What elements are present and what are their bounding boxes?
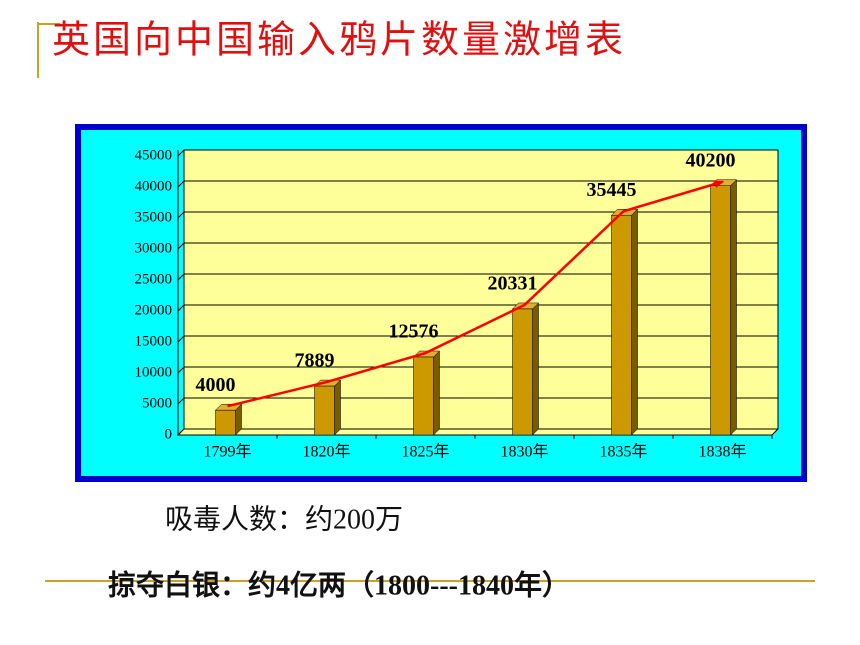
value-label: 40200: [686, 149, 736, 171]
grid-line: [177, 304, 778, 312]
y-tick-label: 25000: [135, 271, 173, 287]
value-label: 7889: [295, 350, 335, 372]
x-tick-label: 1825年: [401, 443, 449, 461]
x-tick-label: 1820年: [302, 443, 350, 461]
x-tick-label: 1835年: [599, 443, 647, 461]
y-tick-label: 10000: [135, 364, 173, 380]
bar: [314, 385, 335, 436]
y-tick-label: 35000: [135, 209, 173, 225]
annotation: 掠夺白银：约4亿两（1800---1840年）: [108, 568, 570, 601]
y-tick-label: 0: [165, 426, 173, 442]
grid-line: [177, 397, 778, 405]
annotation: 吸毒人数：约200万: [165, 503, 403, 535]
grid-line: [177, 242, 778, 250]
bar: [215, 409, 236, 436]
grid-line: [177, 428, 778, 436]
value-label: 12576: [389, 321, 439, 343]
bar: [710, 185, 731, 436]
x-tick-label: 1799年: [203, 443, 251, 461]
bar: [611, 214, 632, 436]
value-label: 20331: [488, 273, 538, 295]
grid-line: [177, 273, 778, 281]
bar: [512, 308, 533, 436]
slide-title: 英国向中国输入鸦片数量激增表: [52, 20, 626, 62]
x-tick-label: 1830年: [500, 443, 548, 461]
bar-side: [631, 208, 638, 436]
grid-line: [177, 149, 778, 157]
y-tick-label: 5000: [142, 395, 172, 411]
bar-side: [532, 302, 539, 436]
y-tick-label: 15000: [135, 333, 173, 349]
grid-line: [177, 211, 778, 219]
y-tick-label: 40000: [135, 178, 173, 194]
plot: 0 5000 10000 15000 20000 25000 30000 35000 40000…: [135, 147, 778, 461]
grid-line: [177, 180, 778, 188]
grid-line: [177, 366, 778, 374]
bar-side: [334, 379, 341, 436]
trend-line: [227, 180, 725, 408]
value-label: 4000: [196, 374, 236, 396]
x-tick-label: 1838年: [698, 443, 746, 461]
y-tick-label: 30000: [135, 240, 173, 256]
value-label: 35445: [587, 179, 637, 201]
bar-side: [730, 179, 737, 436]
bar-side: [433, 350, 440, 436]
grid-line: [177, 335, 778, 343]
bar: [413, 356, 434, 436]
y-tick-label: 45000: [135, 147, 173, 163]
y-tick-label: 20000: [135, 302, 173, 318]
